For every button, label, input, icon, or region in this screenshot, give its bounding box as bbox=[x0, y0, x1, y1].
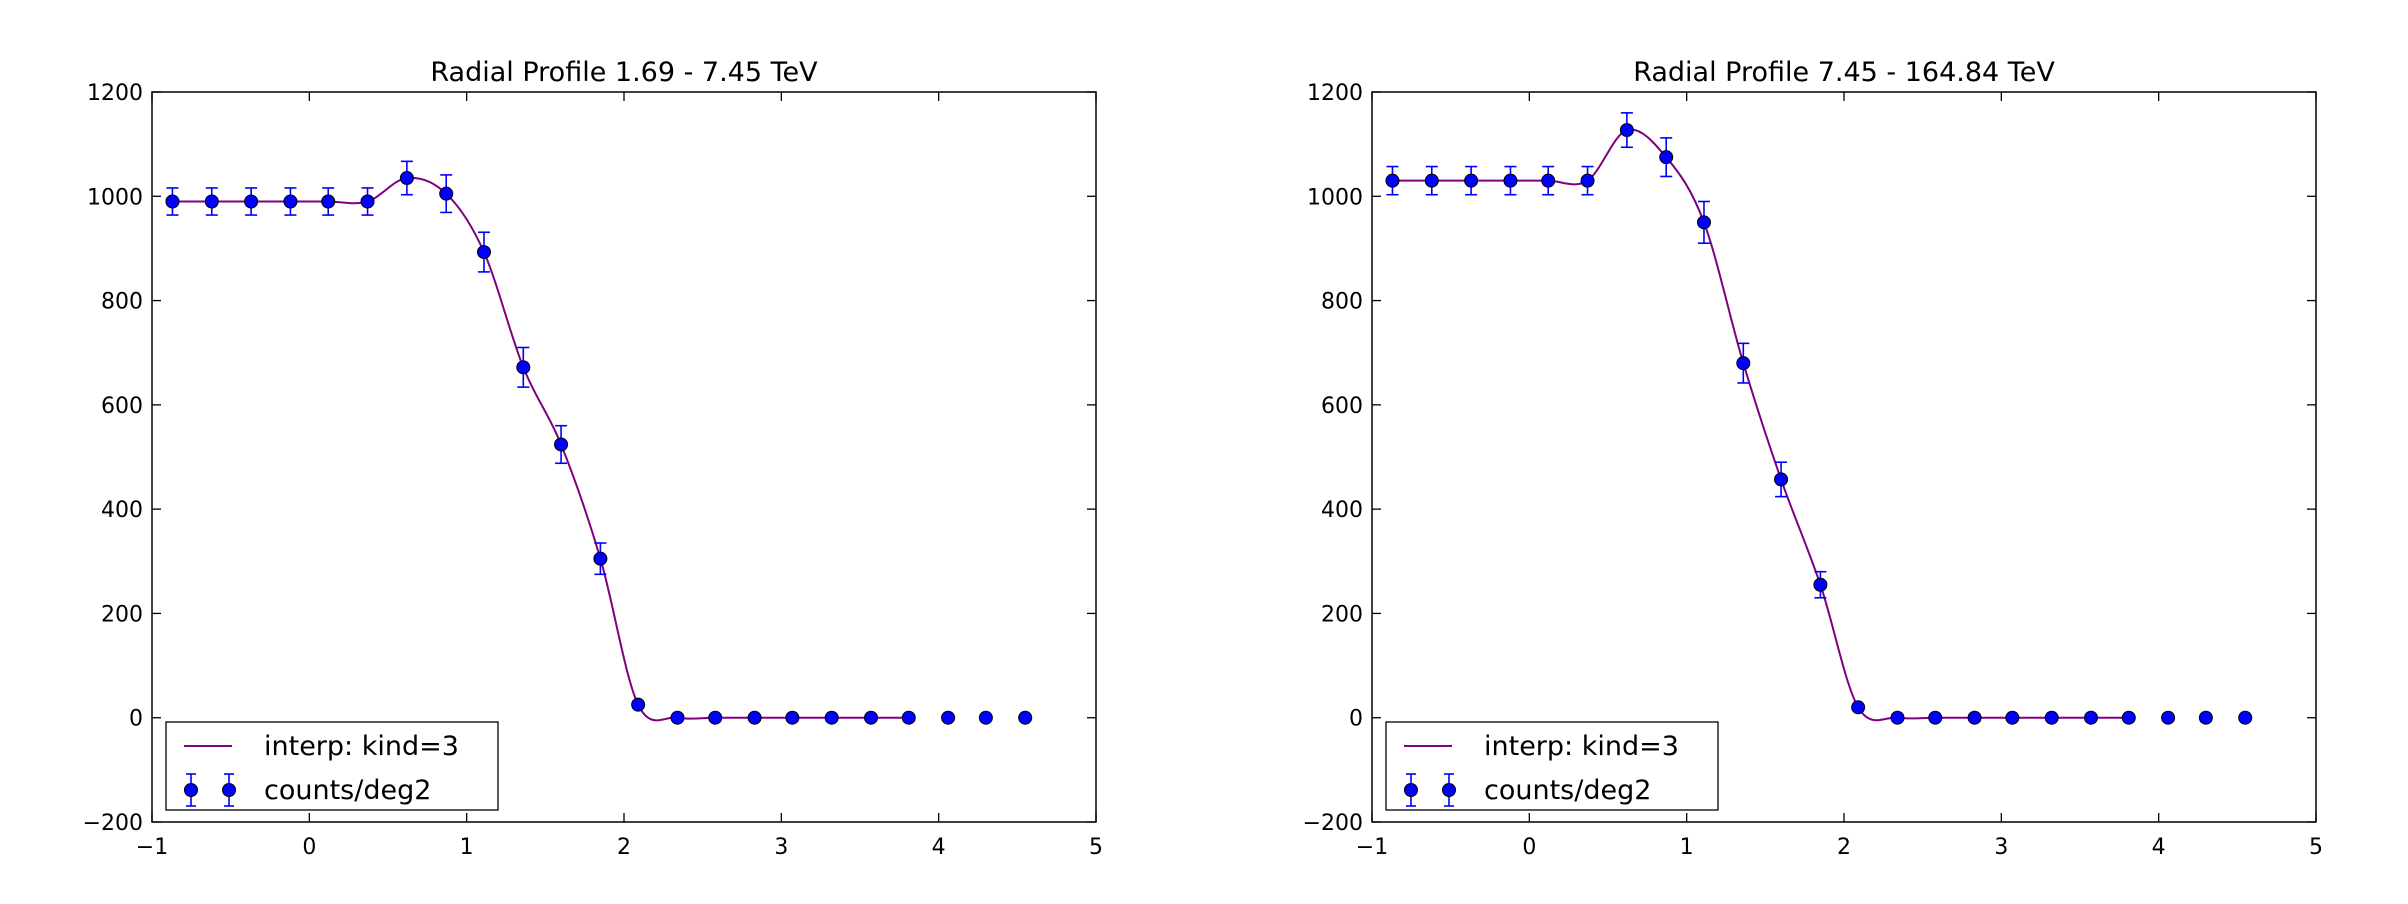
data-point bbox=[1464, 173, 1479, 188]
y-tick-label: 800 bbox=[1321, 290, 1363, 315]
data-point bbox=[516, 360, 531, 375]
x-tick-label: 0 bbox=[1522, 835, 1536, 860]
data-point bbox=[1503, 173, 1518, 188]
data-point bbox=[1736, 356, 1751, 371]
data-point bbox=[978, 710, 993, 725]
data-point bbox=[554, 437, 569, 452]
x-tick-label: 5 bbox=[2309, 835, 2323, 860]
legend-label: interp: kind=3 bbox=[264, 731, 459, 762]
data-point bbox=[785, 710, 800, 725]
y-tick-label: −200 bbox=[83, 811, 143, 836]
data-point bbox=[204, 194, 219, 209]
legend-label: counts/deg2 bbox=[264, 775, 431, 806]
x-tick-label: 3 bbox=[774, 835, 788, 860]
legend: interp: kind=3 counts/deg2 bbox=[1385, 721, 1719, 811]
legend-marker-swatch bbox=[1404, 783, 1418, 797]
data-point bbox=[864, 710, 879, 725]
data-point bbox=[1580, 173, 1595, 188]
data-point bbox=[1659, 150, 1674, 165]
y-tick-label: 1200 bbox=[1307, 81, 1363, 106]
data-point bbox=[1851, 700, 1866, 715]
y-tick-label: 0 bbox=[1349, 707, 1363, 732]
y-tick-label: 1000 bbox=[1307, 185, 1363, 210]
x-tick-label: 0 bbox=[302, 835, 316, 860]
y-tick-label: 200 bbox=[101, 602, 143, 627]
data-point bbox=[747, 710, 762, 725]
x-tick-label: 5 bbox=[1089, 835, 1103, 860]
y-tick-label: 400 bbox=[101, 498, 143, 523]
data-point bbox=[321, 194, 336, 209]
y-tick-label: −200 bbox=[1303, 811, 1363, 836]
data-point bbox=[1774, 472, 1789, 487]
data-point bbox=[824, 710, 839, 725]
chart-title: Radial Profile 7.45 - 164.84 TeV bbox=[1633, 57, 2055, 88]
x-tick-label: 1 bbox=[460, 835, 474, 860]
data-point bbox=[283, 194, 298, 209]
data-point bbox=[1541, 173, 1556, 188]
data-point bbox=[2198, 710, 2213, 725]
data-point bbox=[2005, 710, 2020, 725]
legend-marker-swatch bbox=[184, 783, 198, 797]
chart-panel-1: Radial Profile 1.69 - 7.45 TeV −1 0 1 2 3 4 5 −2… bbox=[83, 57, 1103, 860]
data-point bbox=[2121, 710, 2136, 725]
data-point bbox=[1928, 710, 1943, 725]
x-tick-label: −1 bbox=[136, 835, 168, 860]
data-point bbox=[708, 710, 723, 725]
data-point bbox=[399, 171, 414, 186]
data-point bbox=[1018, 710, 1033, 725]
y-tick-label: 0 bbox=[129, 707, 143, 732]
data-point bbox=[439, 186, 454, 201]
axes-frame bbox=[1371, 91, 2317, 823]
data-point bbox=[941, 710, 956, 725]
data-point bbox=[631, 697, 646, 712]
x-tick-label: 2 bbox=[1837, 835, 1851, 860]
data-point bbox=[670, 710, 685, 725]
data-point bbox=[165, 194, 180, 209]
legend: interp: kind=3 counts/deg2 bbox=[165, 721, 499, 811]
y-tick-label: 1000 bbox=[87, 185, 143, 210]
data-point bbox=[1696, 215, 1711, 230]
data-point bbox=[244, 194, 259, 209]
y-tick-label: 800 bbox=[101, 290, 143, 315]
y-tick-label: 200 bbox=[1321, 602, 1363, 627]
data-point bbox=[1813, 577, 1828, 592]
legend-box bbox=[165, 721, 499, 811]
counts-series bbox=[1385, 112, 2253, 725]
counts-series bbox=[165, 160, 1033, 725]
y-tick-label: 400 bbox=[1321, 498, 1363, 523]
interp-line bbox=[1392, 128, 2129, 722]
legend-label: interp: kind=3 bbox=[1484, 731, 1679, 762]
legend-marker-swatch bbox=[1442, 783, 1456, 797]
data-point bbox=[2238, 710, 2253, 725]
interp-line bbox=[172, 176, 909, 722]
x-tick-label: 4 bbox=[2152, 835, 2166, 860]
x-tick-label: −1 bbox=[1356, 835, 1388, 860]
data-point bbox=[1385, 173, 1400, 188]
x-tick-label: 3 bbox=[1994, 835, 2008, 860]
data-point bbox=[1424, 173, 1439, 188]
data-point bbox=[2084, 710, 2099, 725]
data-point bbox=[2161, 710, 2176, 725]
x-tick-label: 4 bbox=[932, 835, 946, 860]
chart-title: Radial Profile 1.69 - 7.45 TeV bbox=[430, 57, 818, 88]
data-point bbox=[901, 710, 916, 725]
data-point bbox=[2044, 710, 2059, 725]
legend-label: counts/deg2 bbox=[1484, 775, 1651, 806]
data-point bbox=[1890, 710, 1905, 725]
legend-marker-swatch bbox=[222, 783, 236, 797]
y-tick-label: 600 bbox=[1321, 394, 1363, 419]
y-tick-label: 600 bbox=[101, 394, 143, 419]
data-point bbox=[1619, 123, 1634, 138]
chart-panel-2: Radial Profile 7.45 - 164.84 TeV −1 0 1 2 3 4 5… bbox=[1303, 57, 2323, 860]
data-point bbox=[360, 194, 375, 209]
x-tick-label: 2 bbox=[617, 835, 631, 860]
data-point bbox=[1967, 710, 1982, 725]
data-point bbox=[476, 245, 491, 260]
data-point bbox=[593, 551, 608, 566]
y-tick-label: 1200 bbox=[87, 81, 143, 106]
legend-box bbox=[1385, 721, 1719, 811]
x-tick-label: 1 bbox=[1680, 835, 1694, 860]
